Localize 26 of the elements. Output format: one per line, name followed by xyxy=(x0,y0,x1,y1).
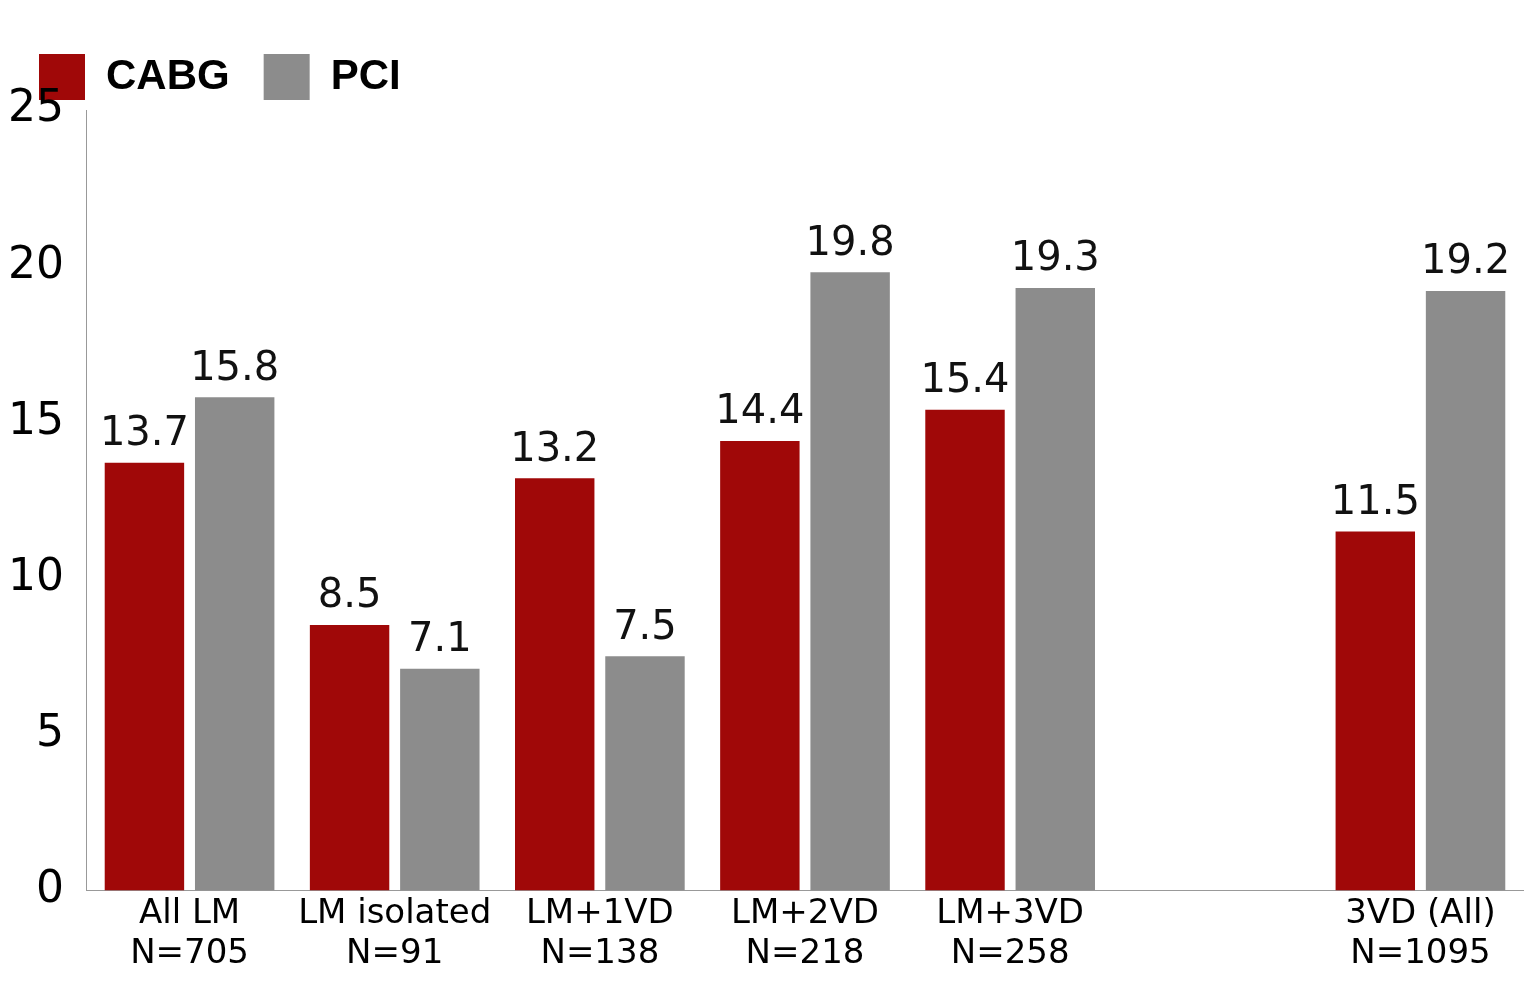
data-label: 7.5 xyxy=(613,601,677,648)
data-label: 7.1 xyxy=(408,614,472,661)
y-tick-label: 20 xyxy=(7,236,64,288)
x-tick-label: LM+2VD N=218 xyxy=(731,890,879,972)
y-tick-label: 15 xyxy=(7,392,64,444)
x-tick-label: 3VD (All) N=1095 xyxy=(1345,890,1496,972)
data-label: 13.7 xyxy=(99,408,189,455)
data-label: 19.3 xyxy=(1010,233,1100,280)
x-tick-label: LM isolated N=91 xyxy=(298,890,492,972)
data-label: 11.5 xyxy=(1330,476,1420,523)
x-tick-label: All LM N=705 xyxy=(130,890,249,972)
x-tick-label: LM+1VD N=138 xyxy=(525,890,674,972)
legend-label: CABG xyxy=(106,50,230,98)
y-tick-label: 5 xyxy=(35,704,64,756)
data-label: 19.2 xyxy=(1421,236,1511,283)
data-label: 14.4 xyxy=(715,386,805,433)
y-tick-label: 0 xyxy=(35,860,64,912)
data-label: 13.2 xyxy=(510,423,600,470)
data-label: 19.8 xyxy=(805,217,895,264)
x-tick-label: LM+3VD N=258 xyxy=(936,890,1085,972)
data-label: 15.8 xyxy=(190,342,280,389)
data-label: 15.4 xyxy=(920,355,1010,402)
legend-label: PCI xyxy=(330,50,401,98)
data-label: 8.5 xyxy=(317,570,382,617)
y-tick-label: 10 xyxy=(7,548,64,600)
y-tick-label: 25 xyxy=(7,80,64,132)
